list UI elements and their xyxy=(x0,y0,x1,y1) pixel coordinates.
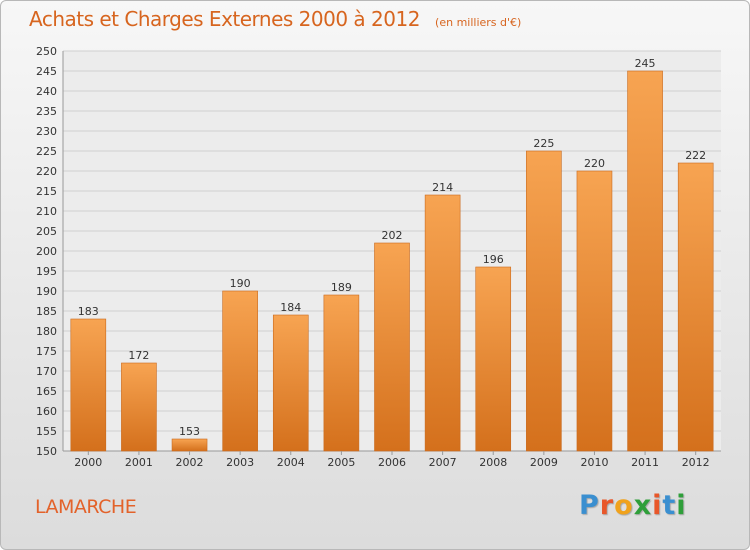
bar-2011 xyxy=(627,70,663,452)
chart-title: Achats et Charges Externes 2000 à 2012 xyxy=(29,7,420,31)
bar-2009 xyxy=(526,150,562,452)
chart-unit: (en milliers d'€) xyxy=(435,16,522,29)
bar-2012 xyxy=(677,162,714,452)
y-tick-label: 185 xyxy=(36,305,57,318)
y-tick-label: 230 xyxy=(36,125,57,138)
logo-letter: r xyxy=(599,490,615,521)
data-label: 222 xyxy=(685,149,706,162)
data-label: 190 xyxy=(230,277,251,290)
data-label: 220 xyxy=(584,157,605,170)
y-tick-label: 170 xyxy=(36,365,57,378)
y-tick-label: 205 xyxy=(36,225,57,238)
y-tick-label: 190 xyxy=(36,285,57,298)
bar-2004 xyxy=(272,314,309,452)
y-tick-label: 225 xyxy=(36,145,57,158)
bar-2010 xyxy=(576,170,613,452)
chart-title-block: Achats et Charges Externes 2000 à 2012 (… xyxy=(29,7,521,31)
x-tick-label: 2001 xyxy=(125,456,153,469)
y-tick-label: 245 xyxy=(36,65,57,78)
y-tick-label: 235 xyxy=(36,105,57,118)
x-tick-label: 2006 xyxy=(378,456,406,469)
y-tick-label: 160 xyxy=(36,405,57,418)
data-label: 172 xyxy=(128,349,149,362)
x-tick-label: 2000 xyxy=(74,456,102,469)
logo-letter: t xyxy=(662,490,677,521)
y-tick-label: 180 xyxy=(36,325,57,338)
data-label: 153 xyxy=(179,425,200,438)
bar-2000 xyxy=(70,318,107,452)
x-tick-label: 2005 xyxy=(327,456,355,469)
bar-2002 xyxy=(171,438,208,452)
x-tick-label: 2010 xyxy=(580,456,608,469)
data-label: 225 xyxy=(533,137,554,150)
bar-2001 xyxy=(121,362,157,452)
bars: 183 172 153 190 184 189 202 214 196 225 220 245 222 xyxy=(70,57,714,452)
x-tick-label: 2008 xyxy=(479,456,507,469)
logo-letter: P xyxy=(579,490,600,521)
data-label: 202 xyxy=(382,229,403,242)
data-label: 245 xyxy=(635,57,656,70)
x-tick-label: 2002 xyxy=(176,456,204,469)
logo-letter: i xyxy=(676,490,687,521)
bar-2005 xyxy=(323,294,360,452)
y-tick-label: 165 xyxy=(36,385,57,398)
bar-2007 xyxy=(424,194,461,452)
y-tick-label: 220 xyxy=(36,165,57,178)
y-tick-label: 150 xyxy=(36,445,57,458)
x-tick-label: 2007 xyxy=(429,456,457,469)
bar-2006 xyxy=(374,242,410,452)
data-label: 183 xyxy=(78,305,99,318)
y-tick-label: 215 xyxy=(36,185,57,198)
proxiti-logo[interactable]: Proxiti xyxy=(579,490,687,521)
y-tick-label: 200 xyxy=(36,245,57,258)
x-tick-label: 2003 xyxy=(226,456,254,469)
logo-letter: x xyxy=(633,490,653,521)
y-tick-label: 175 xyxy=(36,345,57,358)
data-label: 214 xyxy=(432,181,453,194)
data-label: 189 xyxy=(331,281,352,294)
x-tick-label: 2011 xyxy=(631,456,659,469)
x-tick-label: 2004 xyxy=(277,456,305,469)
x-tick-label: 2009 xyxy=(530,456,558,469)
y-tick-label: 195 xyxy=(36,265,57,278)
data-label: 196 xyxy=(483,253,504,266)
y-tick-label: 210 xyxy=(36,205,57,218)
y-tick-label: 240 xyxy=(36,85,57,98)
bar-2003 xyxy=(222,290,258,452)
bar-2008 xyxy=(475,266,512,452)
y-tick-label: 155 xyxy=(36,425,57,438)
data-label: 184 xyxy=(280,301,301,314)
commune-name: LAMARCHE xyxy=(35,496,137,518)
y-tick-label: 250 xyxy=(36,45,57,58)
logo-letter: i xyxy=(652,490,663,521)
x-axis: 2000 2001 2002 2003 2004 2005 2006 2007 2008 2009… xyxy=(74,451,710,469)
logo-letter: o xyxy=(614,490,634,521)
x-tick-label: 2012 xyxy=(682,456,710,469)
